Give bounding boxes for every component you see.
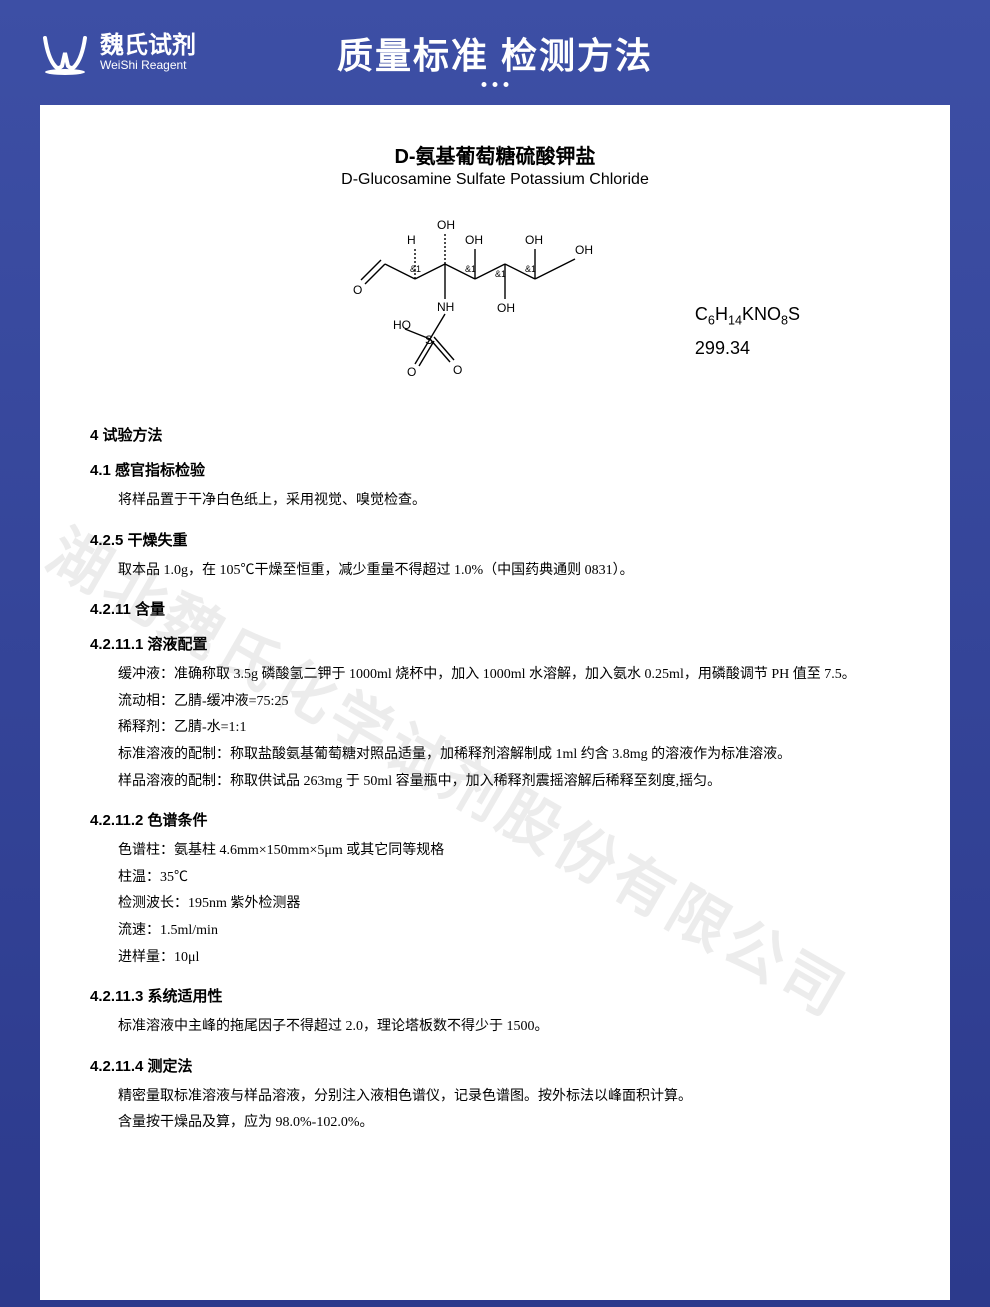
section-4-2-11-4: 4.2.11.4 测定法 [90, 1055, 900, 1076]
text-4-2-11-4-p1: 精密量取标准溶液与样品溶液，分别注入液相色谱仪，记录色谱图。按外标法以峰面积计算… [90, 1084, 900, 1111]
text-4-2-11-1-p1: 缓冲液：准确称取 3.5g 磷酸氢二钾于 1000ml 烧杯中，加入 1000m… [90, 662, 900, 689]
text-4-2-11-2-p3: 检测波长：195nm 紫外检测器 [118, 891, 900, 918]
molecular-weight: 299.34 [695, 338, 800, 359]
svg-text:&1: &1 [465, 264, 476, 274]
svg-text:OH: OH [575, 243, 593, 257]
section-4-2-11-1: 4.2.11.1 溶液配置 [90, 633, 900, 654]
section-4-2-5: 4.2.5 干燥失重 [90, 529, 900, 550]
text-4-2-11-1-p4: 标准溶液的配制：称取盐酸氨基葡萄糖对照品适量，加稀释剂溶解制成 1ml 约含 3… [90, 742, 900, 769]
svg-text:H: H [407, 233, 416, 247]
svg-text:&1: &1 [410, 264, 421, 274]
svg-text:O: O [353, 283, 362, 297]
brand-cn: 魏氏试剂 [100, 33, 196, 59]
text-4-2-11-2-p1: 色谱柱：氨基柱 4.6mm×150mm×5μm 或其它同等规格 [118, 838, 900, 865]
svg-text:NH: NH [437, 300, 454, 314]
section-4: 4 试验方法 [90, 424, 900, 445]
text-4-2-11-3: 标准溶液中主峰的拖尾因子不得超过 2.0，理论塔板数不得少于 1500。 [90, 1014, 900, 1041]
text-4-2-11-2-p5: 进样量：10μl [118, 945, 900, 972]
svg-text:HO: HO [393, 318, 411, 332]
svg-text:O: O [453, 363, 462, 377]
svg-text:OH: OH [437, 218, 455, 232]
header-dots [482, 82, 509, 87]
document-page: 湖北魏氏化学试剂股份有限公司 D-氨基葡萄糖硫酸钾盐 D-Glucosamine… [40, 105, 950, 1300]
logo-icon [40, 28, 90, 78]
svg-text:S: S [425, 333, 433, 347]
svg-text:OH: OH [465, 233, 483, 247]
section-4-2-11: 4.2.11 含量 [90, 598, 900, 619]
text-4-2-11-2-p4: 流速：1.5ml/min [118, 918, 900, 945]
formula-box: C6H14KNO8S 299.34 [695, 304, 800, 359]
text-4-1: 将样品置于干净白色纸上，采用视觉、嗅觉检查。 [90, 488, 900, 515]
molecular-formula: C6H14KNO8S [695, 304, 800, 328]
section-4-1: 4.1 感官指标检验 [90, 459, 900, 480]
text-4-2-11-1-p2: 流动相：乙腈-缓冲液=75:25 [90, 689, 900, 716]
text-4-2-5: 取本品 1.0g，在 105℃干燥至恒重，减少重量不得超过 1.0%（中国药典通… [90, 558, 900, 585]
text-4-2-11-1-p5: 样品溶液的配制：称取供试品 263mg 于 50ml 容量瓶中，加入稀释剂震摇溶… [90, 769, 900, 796]
structure-area: O OH OH OH OH H OH NH HO S O O &1 &1 &1 … [90, 204, 900, 404]
logo-area: 魏氏试剂 WeiShi Reagent [40, 28, 196, 78]
compound-name-en: D-Glucosamine Sulfate Potassium Chloride [90, 171, 900, 189]
section-4-2-11-2: 4.2.11.2 色谱条件 [90, 809, 900, 830]
svg-text:OH: OH [497, 301, 515, 315]
brand-en: WeiShi Reagent [100, 59, 196, 72]
svg-text:&1: &1 [525, 264, 536, 274]
svg-text:OH: OH [525, 233, 543, 247]
header: 魏氏试剂 WeiShi Reagent 质量标准 检测方法 [0, 0, 990, 105]
svg-text:&1: &1 [495, 269, 506, 279]
molecular-structure: O OH OH OH OH H OH NH HO S O O &1 &1 &1 … [315, 204, 675, 404]
svg-text:O: O [407, 365, 416, 379]
text-4-2-11-1-p3: 稀释剂：乙腈-水=1:1 [90, 715, 900, 742]
compound-name-cn: D-氨基葡萄糖硫酸钾盐 [90, 140, 900, 169]
page-title: 质量标准 检测方法 [337, 27, 653, 79]
text-4-2-11-2-p2: 柱温：35℃ [118, 865, 900, 892]
text-4-2-11-4-p2: 含量按干燥品及算，应为 98.0%-102.0%。 [90, 1110, 900, 1137]
brand-text: 魏氏试剂 WeiShi Reagent [100, 33, 196, 73]
section-4-2-11-3: 4.2.11.3 系统适用性 [90, 985, 900, 1006]
